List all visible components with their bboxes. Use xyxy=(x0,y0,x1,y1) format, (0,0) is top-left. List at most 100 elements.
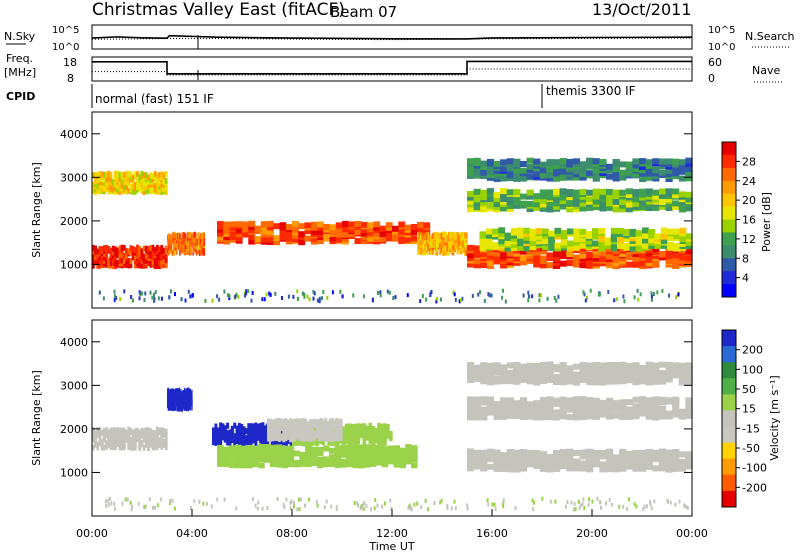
velocity-ground-cell xyxy=(678,499,681,504)
velocity-cell-1 xyxy=(182,390,184,396)
velocity-cell-6 xyxy=(619,454,627,461)
power-cell-3 xyxy=(462,232,465,239)
power-ground-cell xyxy=(439,297,442,302)
velocity-cell-5 xyxy=(339,432,343,439)
power-ground-cell xyxy=(274,291,277,296)
power-cell-3 xyxy=(431,237,434,244)
power-cell-2 xyxy=(379,231,387,237)
velocity-cell-5 xyxy=(304,424,308,431)
power-cell-7 xyxy=(678,175,686,182)
power-cell-5 xyxy=(504,240,512,247)
velocity-cell-8 xyxy=(533,379,541,386)
power-ground-cell xyxy=(313,291,316,296)
power-ground-cell xyxy=(161,296,163,301)
power-cell-6 xyxy=(579,205,587,212)
velocity-cell-1 xyxy=(191,404,193,411)
power-cell-1 xyxy=(171,249,174,256)
velocity-cell-2 xyxy=(280,428,284,435)
velocity-cell-3 xyxy=(217,451,224,458)
velocity-cell-2 xyxy=(230,425,234,432)
power-cell-8 xyxy=(103,176,106,183)
velocity-cell-8 xyxy=(619,361,627,368)
velocity-cell-8 xyxy=(480,376,488,383)
power-cell-3 xyxy=(418,241,421,248)
power-cell-8 xyxy=(125,184,128,191)
power-cell-7 xyxy=(513,167,521,174)
power-cell-3 xyxy=(417,232,420,239)
power-cell-5 xyxy=(617,231,624,237)
velocity-cell-7 xyxy=(579,414,587,421)
velocity-cell-5 xyxy=(324,435,328,442)
power-cell-7 xyxy=(685,157,693,164)
power-cell-1 xyxy=(197,239,200,246)
power-ground-cell xyxy=(204,298,207,303)
velocity-cell-5 xyxy=(326,435,330,442)
velocity-ground-cell xyxy=(674,502,677,507)
power-cell-7 xyxy=(539,161,547,168)
velocity-cell-5 xyxy=(302,418,306,424)
velocity-cell-7 xyxy=(592,408,600,415)
power-ground-cell xyxy=(263,297,266,302)
power-cell-1 xyxy=(202,240,204,247)
velocity-ground-cell xyxy=(649,502,652,507)
velocity-cell-8 xyxy=(467,366,475,373)
power-cell-3 xyxy=(421,242,424,249)
power-cell-3 xyxy=(459,245,462,252)
velocity-cell-5 xyxy=(326,421,330,427)
power-ground-cell xyxy=(483,298,486,303)
velocity-ground-cell xyxy=(296,507,299,512)
power-ground-cell xyxy=(227,293,229,298)
velocity-cell-3 xyxy=(311,450,318,457)
power-cell-6 xyxy=(658,203,667,210)
velocity-cell-3 xyxy=(387,458,395,465)
power-cell-8 xyxy=(142,188,146,195)
velocity-ground-cell xyxy=(466,503,469,508)
power-cell-8 xyxy=(114,170,117,177)
power-cell-0 xyxy=(105,261,108,268)
power-cell-0 xyxy=(103,245,106,252)
velocity-cell-3 xyxy=(369,444,377,451)
power-cell-7 xyxy=(619,161,627,168)
power-cell-8 xyxy=(122,172,126,179)
velocity-ground-cell xyxy=(579,503,582,508)
velocity-cell-0 xyxy=(133,428,137,435)
power-cell-6 xyxy=(486,201,495,208)
velocity-cell-2 xyxy=(221,423,225,430)
power-ground-cell xyxy=(189,294,192,299)
power-cell-4 xyxy=(473,262,481,269)
velocity-ground-cell xyxy=(256,506,259,511)
power-cell-0 xyxy=(158,246,161,253)
velocity-cell-5 xyxy=(273,423,277,430)
velocity-ground-cell xyxy=(554,499,557,504)
power-cell-0 xyxy=(158,252,161,259)
velocity-cell-1 xyxy=(172,388,174,395)
velocity-cell-3 xyxy=(234,459,242,466)
power-cell-8 xyxy=(149,185,153,192)
power-cell-4 xyxy=(612,255,620,262)
power-cell-8 xyxy=(107,181,111,188)
power-cell-7 xyxy=(553,168,561,175)
power-cell-1 xyxy=(193,231,196,238)
power-ground-cell xyxy=(394,295,397,300)
power-cell-6 xyxy=(480,206,488,213)
power-cell-3 xyxy=(456,242,459,249)
velocity-cell-3 xyxy=(269,455,277,462)
power-cell-5 xyxy=(567,228,574,235)
power-cell-8 xyxy=(160,171,164,178)
velocity-cell-1 xyxy=(175,395,177,402)
velocity-cell-7 xyxy=(480,399,488,406)
velocity-ground-cell xyxy=(667,499,670,504)
power-cell-1 xyxy=(196,233,199,239)
power-cell-8 xyxy=(120,171,124,178)
power-cell-1 xyxy=(180,237,182,244)
power-ground-cell xyxy=(211,298,214,303)
power-cell-7 xyxy=(473,167,481,174)
velocity-cell-8 xyxy=(526,373,534,380)
velocity-cell-0 xyxy=(100,429,104,436)
velocity-cell-1 xyxy=(185,403,187,410)
velocity-cell-5 xyxy=(306,421,310,428)
power-ground-cell xyxy=(477,292,480,297)
velocity-cell-5 xyxy=(302,429,306,436)
velocity-cell-5 xyxy=(297,423,301,430)
